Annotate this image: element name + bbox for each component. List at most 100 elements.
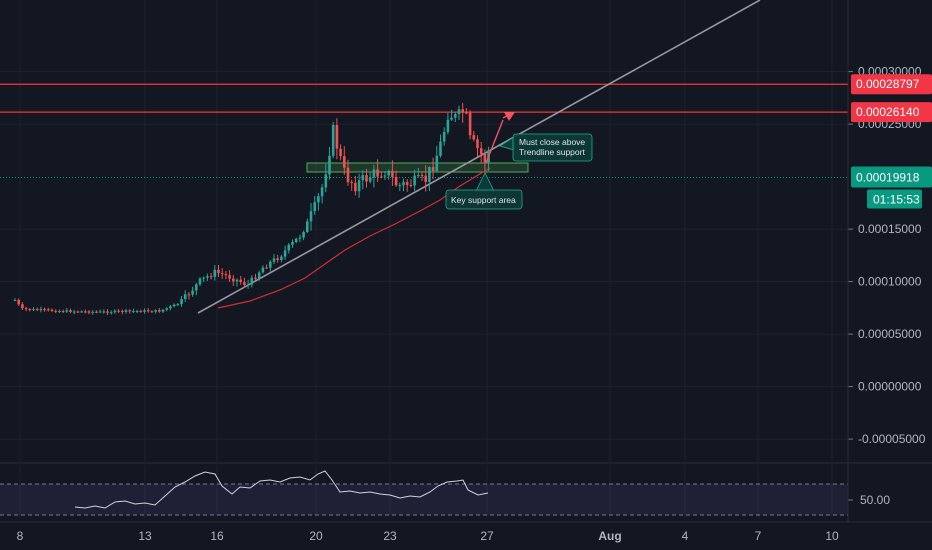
candle-body (269, 261, 272, 268)
projection-arrowhead-icon (504, 112, 515, 121)
candle-body (454, 113, 457, 118)
candle-body (80, 311, 83, 313)
ascending-trendline[interactable] (197, 0, 761, 314)
time-axis[interactable]: 8 13 16 20 23 27 Aug 4 7 10 (0, 521, 932, 543)
candle-body (402, 182, 405, 186)
candle-body (180, 299, 183, 305)
candle-body (468, 112, 472, 136)
candle-body (50, 309, 54, 311)
candle-body (213, 269, 217, 277)
candle-body (102, 311, 106, 313)
resistance-lines[interactable] (0, 83, 848, 178)
candle-body (472, 135, 476, 140)
candle-body (476, 139, 479, 149)
candle-body (320, 187, 324, 197)
candle-body (457, 109, 461, 114)
trendline-layer[interactable] (197, 0, 761, 314)
candle-body (276, 258, 279, 260)
callout-close-above-text: Trendline support (519, 147, 585, 157)
candle-body (224, 274, 228, 276)
time-tick-label: Aug (598, 529, 621, 543)
time-tick-label: 20 (309, 529, 323, 543)
candle-body (261, 267, 265, 273)
price-tick-label: 0.00000000 (858, 380, 922, 394)
candle-body (417, 175, 420, 177)
candle-body (87, 311, 91, 313)
key-support-zone[interactable] (306, 162, 529, 173)
candle-body (232, 278, 235, 282)
time-tick-label: 7 (755, 529, 762, 543)
candle-body (324, 174, 328, 188)
projection-arrow (485, 119, 504, 164)
candle-body (387, 170, 390, 176)
candle-body (272, 258, 276, 262)
candle-body (280, 256, 283, 260)
candle-body (439, 141, 442, 156)
time-tick-label: 4 (682, 529, 689, 543)
candle-body (354, 182, 357, 192)
resistance-price-badge (851, 102, 932, 123)
candle-body (317, 196, 320, 203)
candle-body (13, 299, 17, 301)
candle-body (479, 148, 483, 155)
candle-body (187, 294, 191, 296)
moving-average-line (217, 167, 491, 309)
candle-body (54, 310, 57, 312)
callout-key-support-text: Key support area (451, 195, 516, 205)
candle-body (254, 277, 257, 279)
candle-body (58, 311, 61, 313)
candle-body (331, 125, 335, 156)
candle-body (128, 310, 131, 312)
candle-body (235, 279, 239, 282)
candle-body (176, 304, 180, 306)
candle-body (350, 182, 353, 184)
candle-body (32, 309, 35, 311)
candle-body (146, 310, 150, 312)
candle-body (246, 284, 250, 286)
candle-body (195, 284, 198, 291)
current-price-badge[interactable] (851, 166, 932, 188)
candle-body (61, 311, 65, 313)
time-tick-label: 16 (210, 529, 224, 543)
callout-key-support[interactable] (445, 189, 523, 210)
candle-body (84, 311, 87, 313)
candle-body (169, 306, 172, 309)
candle-body (91, 311, 94, 313)
candle-body (65, 310, 69, 312)
candle-body (298, 237, 302, 239)
candle-body (265, 267, 268, 269)
resistance-price-label: 0.00028797 (856, 77, 920, 91)
candle-body (209, 276, 213, 278)
candle-body (161, 309, 165, 312)
price-axis[interactable]: 0.000300000.000250000.000150000.00010000… (847, 0, 932, 522)
candle-body (250, 277, 254, 285)
candle-body (294, 238, 298, 243)
candle-body (228, 275, 231, 279)
callout-close-above[interactable] (512, 133, 593, 162)
candle-body (117, 310, 120, 312)
candle-body (239, 279, 242, 283)
candle-body (217, 269, 220, 274)
time-tick-label: 23 (383, 529, 397, 543)
candle-body (139, 311, 143, 313)
candle-body (461, 109, 464, 113)
candle-body (372, 169, 376, 178)
candle-body (135, 311, 139, 313)
price-tick-label: 0.00010000 (858, 275, 922, 289)
projection-arrow-tip (502, 112, 513, 119)
time-tick-label: 8 (17, 529, 24, 543)
candle-body (291, 242, 294, 245)
candle-body (95, 311, 98, 313)
candle-body (376, 169, 379, 177)
rsi-value-label: 50.00 (860, 493, 890, 507)
candle-body (24, 308, 28, 310)
candle-body (206, 276, 209, 278)
time-tick-label: 10 (825, 529, 839, 543)
candle-body (302, 231, 305, 238)
candle-body (339, 148, 342, 157)
candle-body (465, 112, 468, 114)
candle-body (306, 221, 309, 232)
candle-body (335, 125, 339, 149)
